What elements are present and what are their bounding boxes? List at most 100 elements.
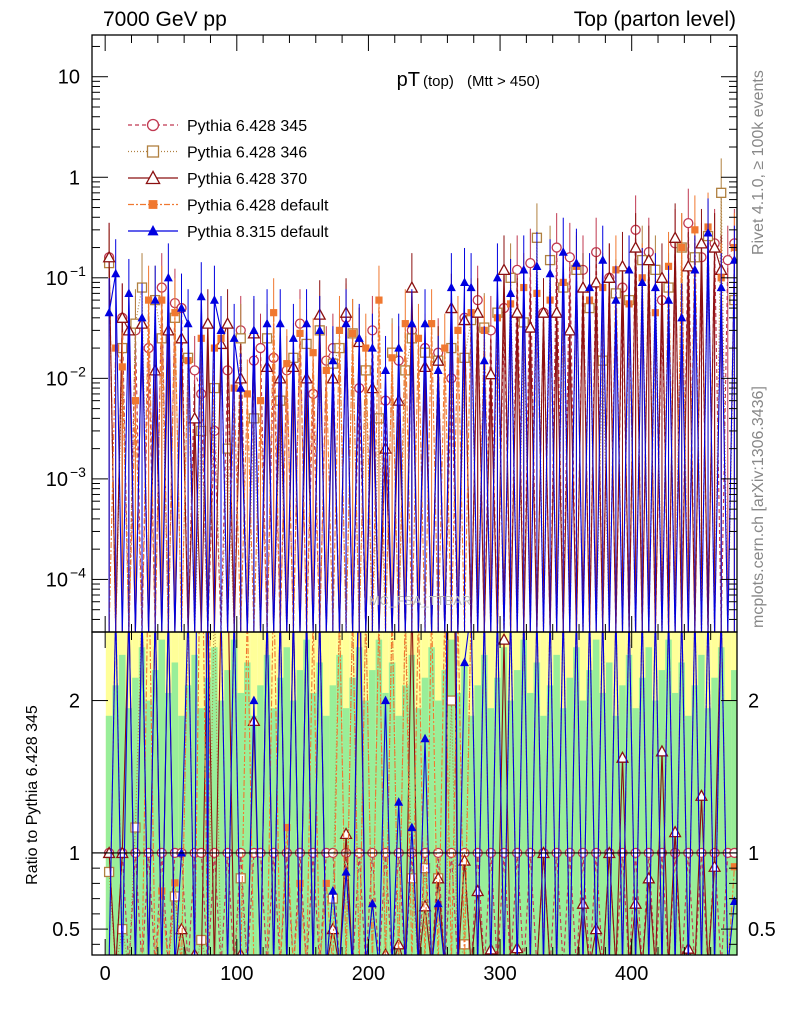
marker-filled-triangle [558, 247, 568, 256]
ratio-band-green [296, 670, 304, 955]
ratio-band-green [724, 700, 732, 955]
marker-triangle [471, 305, 485, 318]
ratio-band-green [395, 715, 402, 955]
ratio-band-green [599, 692, 607, 955]
marker-filled-triangle [650, 282, 660, 292]
ratio-band-green [691, 685, 699, 955]
marker-filled-triangle [381, 695, 391, 705]
ratio-band-green [448, 639, 455, 955]
marker-triangle [497, 632, 511, 645]
marker-filled-triangle [302, 318, 312, 328]
marker-circle [255, 342, 266, 354]
y-tick-label: 10 [46, 469, 68, 491]
x-tick-label: 0 [100, 963, 111, 985]
marker-filled-triangle [571, 258, 581, 267]
marker-triangle [642, 871, 656, 884]
marker-circle [683, 217, 694, 229]
marker-triangle [655, 271, 669, 283]
marker-filled-square [730, 863, 737, 871]
marker-triangle [418, 899, 432, 912]
ratio-ylabel: Ratio to Pythia 6.428 345 [24, 705, 41, 885]
marker-filled-triangle [150, 295, 160, 304]
ratio-band-green [165, 692, 172, 955]
ratio-band-green [415, 708, 422, 955]
marker-triangle [589, 275, 603, 288]
x-tick-label: 300 [483, 963, 516, 985]
marker-filled-triangle [492, 272, 502, 282]
marker-filled-triangle [209, 295, 219, 304]
legend-label: Pythia 8.315 default [187, 224, 329, 241]
marker-filled-triangle [532, 261, 542, 270]
ratio-band-green [336, 654, 343, 955]
marker-filled-triangle [506, 288, 516, 297]
ratio-band-green [685, 715, 692, 955]
marker-filled-square [441, 344, 449, 352]
ratio-y-tick-label: 1 [69, 843, 80, 865]
marker-filled-triangle [611, 295, 621, 304]
marker-triangle [510, 305, 524, 318]
legend-label: Pythia 6.428 345 [187, 118, 307, 135]
ratio-band-green [665, 639, 672, 955]
marker-filled-triangle [367, 898, 377, 908]
marker-filled-triangle [236, 383, 246, 392]
series-line [108, 223, 735, 632]
marker-filled-triangle [137, 312, 147, 322]
ratio-band-green [527, 692, 534, 955]
y-tick-label-exp: −3 [70, 464, 86, 480]
marker-filled-square [171, 879, 179, 887]
ratio-band-green [520, 639, 528, 955]
y-tick-label: 10 [46, 268, 68, 290]
chart-title-cut: (Mtt > 450) [467, 73, 540, 90]
marker-filled-square [375, 296, 383, 304]
chart-title-main: pT [397, 69, 420, 91]
legend: Pythia 6.428 345 Pythia 6.428 346 Pythia 6… [128, 118, 329, 241]
ratio-band-green [566, 677, 574, 955]
marker-square [130, 822, 141, 833]
ratio-band-green [323, 715, 330, 955]
ratio-band-green [658, 670, 666, 955]
marker-filled-square [309, 349, 317, 357]
marker-triangle [201, 316, 215, 329]
ratio-band-green [276, 677, 284, 955]
marker-filled-triangle [394, 343, 404, 352]
ratio-band-green [559, 708, 567, 955]
marker-filled-triangle [664, 295, 674, 304]
ratio-band-green [632, 708, 639, 955]
marker-filled-triangle [354, 333, 364, 342]
marker-filled-triangle [433, 898, 443, 908]
ratio-band-green [270, 708, 277, 955]
ratio-band-green [500, 647, 508, 955]
ratio-y-tick-label: 2 [69, 691, 80, 713]
marker-triangle [708, 240, 722, 253]
ratio-band-green [606, 662, 613, 955]
marker-square [716, 187, 727, 198]
marker-triangle [681, 259, 695, 272]
marker-filled-triangle [420, 733, 430, 743]
marker-filled-square [296, 329, 304, 337]
series-5 [104, 198, 737, 632]
main-plot [102, 158, 737, 632]
marker-filled-square [362, 344, 370, 352]
ratio-band-green [382, 692, 389, 955]
marker-filled-square [171, 309, 179, 317]
marker-filled-triangle [147, 224, 159, 236]
ratio-band-green [171, 662, 179, 955]
ratio-band-green [494, 677, 501, 955]
ratio-band-green [573, 647, 580, 955]
ratio-y-tick-label-right: 1 [748, 843, 759, 865]
ratio-band-green [540, 715, 547, 955]
series-line [108, 226, 735, 632]
marker-triangle [655, 744, 669, 757]
marker-filled-triangle [479, 355, 489, 365]
marker-filled-square [335, 326, 344, 334]
watermark: MC_FSA_TTBAR [369, 593, 472, 608]
ratio-band-green [408, 654, 416, 955]
ratio-band-green [191, 654, 198, 955]
marker-filled-triangle [177, 303, 187, 312]
marker-filled-triangle [460, 657, 470, 667]
ratio-band-green [388, 662, 396, 955]
marker-filled-triangle [690, 264, 700, 274]
marker-circle [525, 257, 536, 269]
marker-filled-square [678, 243, 686, 252]
